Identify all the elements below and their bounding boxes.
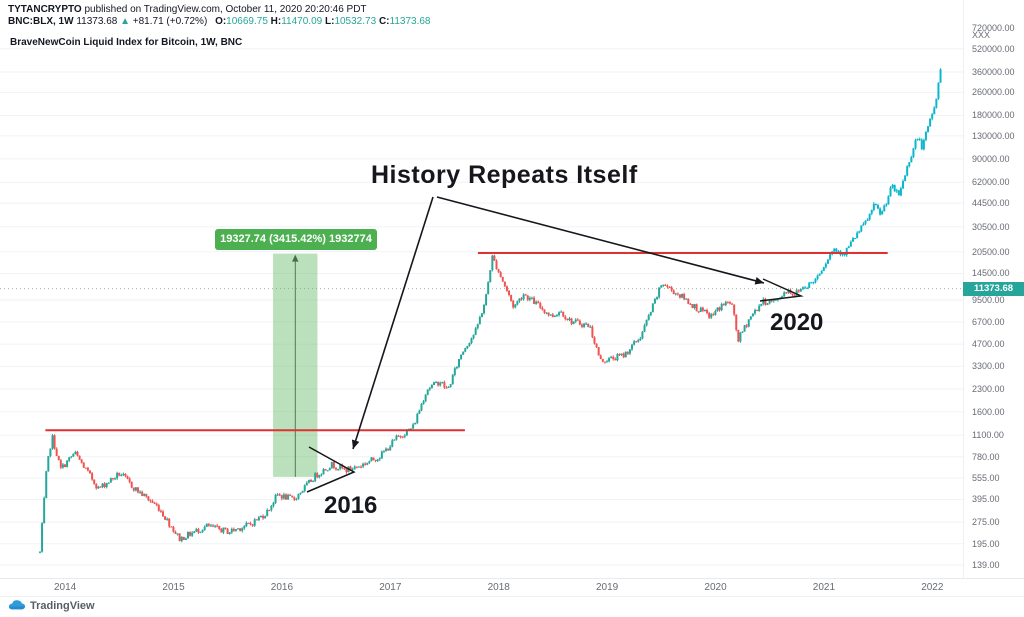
price-tick-label: 275.00 <box>972 517 1000 528</box>
price-series <box>38 68 942 554</box>
open-label: O: <box>215 16 227 27</box>
price-tick-label: 14500.00 <box>972 268 1010 279</box>
low-label: L: <box>324 16 335 27</box>
price-tick-label: 20500.00 <box>972 246 1010 257</box>
gridlines <box>0 48 963 566</box>
price-tick-label: 360000.00 <box>972 66 1015 77</box>
low-value: 10532.73 <box>334 16 377 27</box>
chart-header: TYTANCRYPTO published on TradingView.com… <box>8 4 430 28</box>
tradingview-logo[interactable]: TradingView <box>8 599 95 613</box>
price-tick-label: 62000.00 <box>972 177 1010 188</box>
publish-info: TYTANCRYPTO published on TradingView.com… <box>8 4 430 16</box>
price-tick-label: 6700.00 <box>972 316 1005 327</box>
close-value: 11373.68 <box>389 16 431 27</box>
price-tick-label: 520000.00 <box>972 43 1015 54</box>
symbol-status-line: BNC:BLX, 1W 11373.68 ▲ +81.71 (+0.72%) O… <box>8 16 430 28</box>
price-tick-label: 139.00 <box>972 559 1000 570</box>
time-tick-label: 2019 <box>596 582 619 593</box>
close-label: C: <box>378 16 390 27</box>
time-tick-label: 2018 <box>487 582 510 593</box>
open-value: 10669.75 <box>226 16 268 27</box>
price-tick-label: 395.00 <box>972 494 1000 505</box>
symbol-last-price: 11373.68 <box>76 16 118 27</box>
annotation-headline: History Repeats Itself <box>371 161 638 189</box>
measure-box <box>273 253 318 477</box>
price-tick-label: 720000.00 <box>972 23 1015 34</box>
price-tick-label: 90000.00 <box>972 153 1010 164</box>
logo-text: TradingView <box>30 600 95 612</box>
annotation-2020: 2020 <box>770 309 824 336</box>
time-tick-label: 2017 <box>379 582 402 593</box>
chart-title: BraveNewCoin Liquid Index for Bitcoin, 1… <box>10 37 243 48</box>
annotation-arrows <box>351 196 765 450</box>
time-axis[interactable]: 2014 2015 2016 2017 2018 2019 2020 2021 2022 <box>0 578 1024 597</box>
resistance-lines <box>45 251 888 432</box>
publish-details: published on TradingView.com, October 11… <box>84 4 367 15</box>
up-arrow-icon: ▲ <box>120 16 130 27</box>
price-tick-label: 4700.00 <box>972 339 1005 350</box>
measure-tool-badge: 19327.74 (3415.42%) 1932774 <box>215 229 377 250</box>
time-tick-label: 2016 <box>270 582 294 593</box>
time-tick-label: 2021 <box>812 582 836 593</box>
high-value: 11470.09 <box>281 16 323 27</box>
symbol-name: BNC:BLX, 1W <box>8 16 74 27</box>
price-tick-label: 130000.00 <box>972 130 1015 141</box>
price-tick-label: 780.00 <box>972 451 1000 462</box>
annotation-2016: 2016 <box>324 492 378 519</box>
publisher-name: TYTANCRYPTO <box>8 4 82 15</box>
cloud-icon <box>9 600 25 610</box>
price-tick-label: 195.00 <box>972 538 1000 549</box>
price-tick-label: 1100.00 <box>972 430 1004 441</box>
price-tick-label: 260000.00 <box>972 87 1015 98</box>
price-tick-label: XXX <box>972 29 991 40</box>
price-tick-label: 9500.00 <box>972 294 1005 305</box>
pennant-drawings <box>306 278 804 493</box>
price-tick-label: 3300.00 <box>972 361 1005 372</box>
time-tick-label: 2014 <box>54 582 77 593</box>
price-tick-label: 180000.00 <box>972 110 1015 121</box>
price-tick-label: 44500.00 <box>972 198 1010 209</box>
time-tick-label: 2015 <box>162 582 185 593</box>
price-tick-label: 555.00 <box>972 473 1000 484</box>
time-tick-label: 2022 <box>921 582 944 593</box>
symbol-change: +81.71 (+0.72%) <box>132 16 208 27</box>
last-price-badge: 11373.68 <box>963 282 1024 296</box>
time-tick-label: 2020 <box>704 582 727 593</box>
price-tick-label: 2300.00 <box>972 383 1005 394</box>
high-label: H: <box>270 16 282 27</box>
price-tick-label: 30500.00 <box>972 221 1010 232</box>
price-tick-label: 1600.00 <box>972 406 1005 417</box>
